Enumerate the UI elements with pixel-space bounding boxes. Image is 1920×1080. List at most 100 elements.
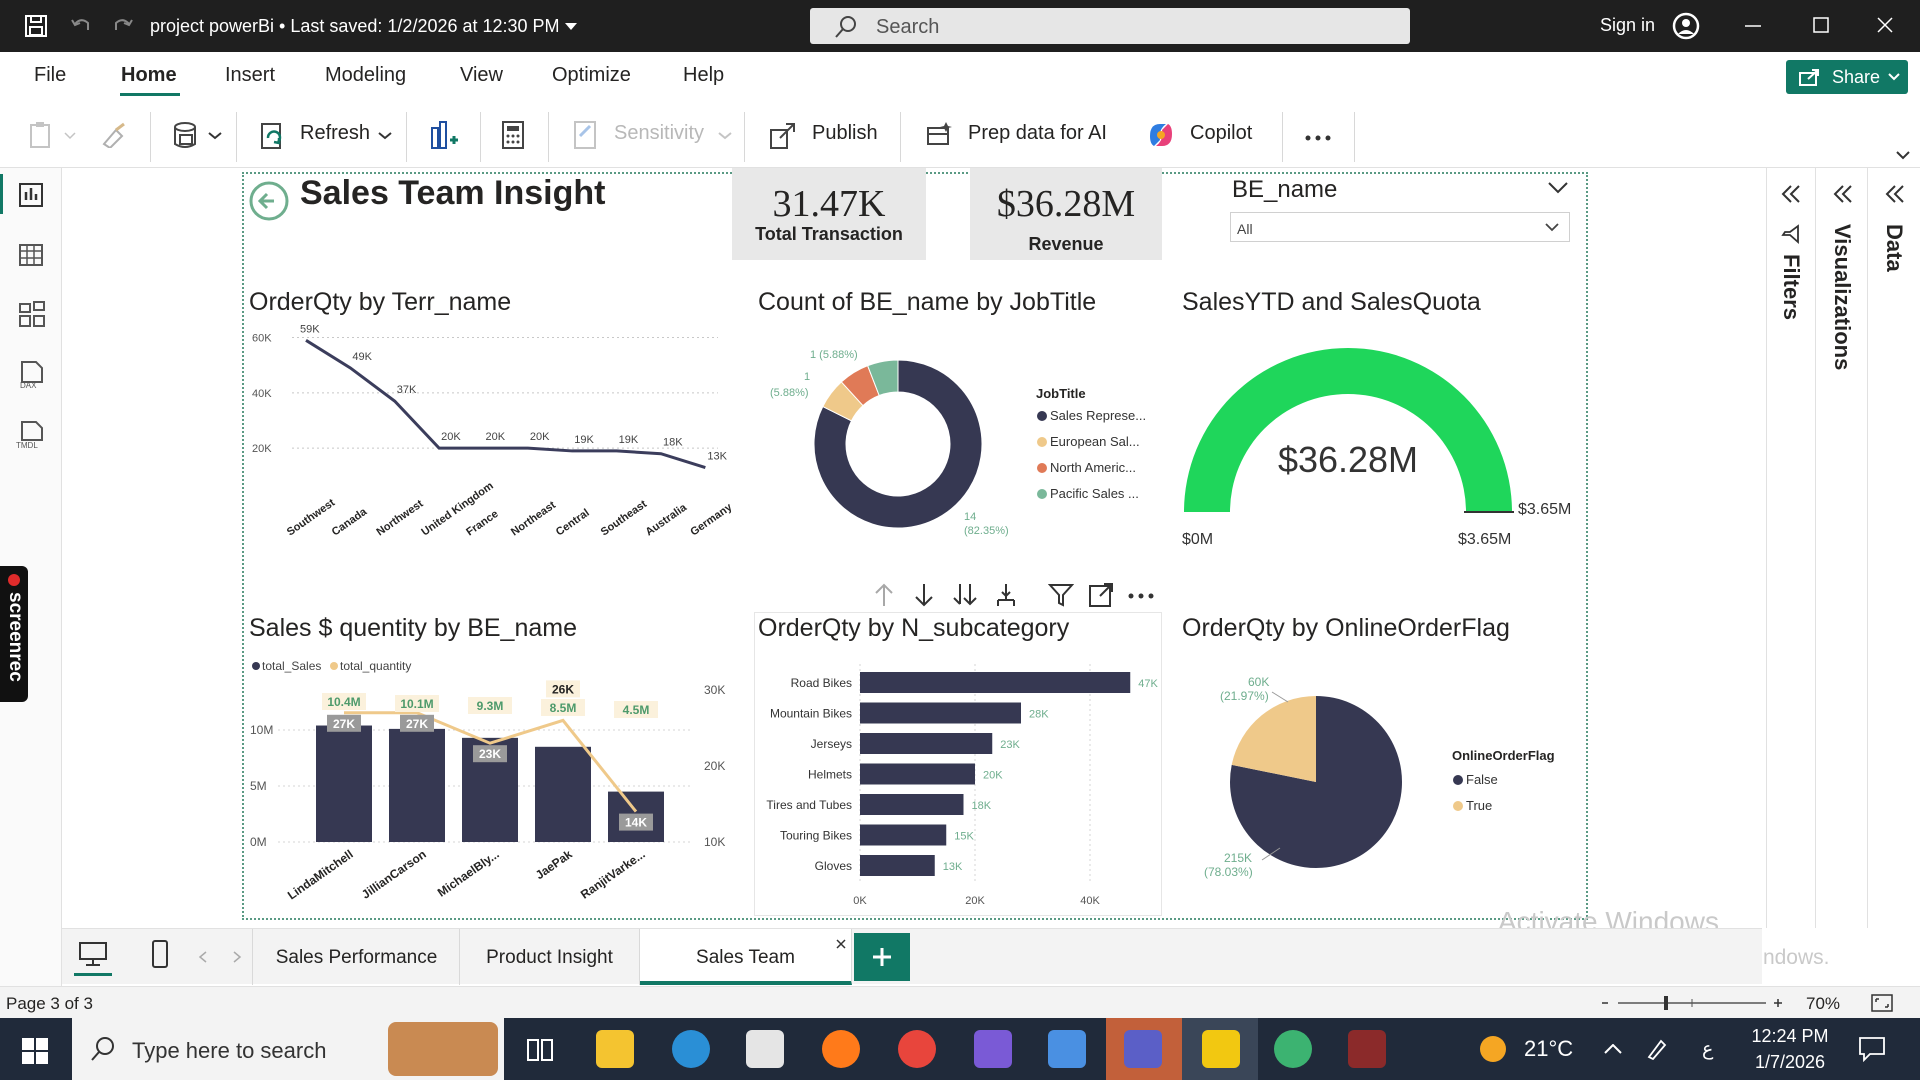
powerbi-app-active[interactable] <box>1182 1018 1258 1080</box>
close-icon[interactable] <box>1876 16 1894 34</box>
chevron-up-icon[interactable] <box>1604 1044 1622 1054</box>
copilot-icon[interactable] <box>1146 120 1176 150</box>
tab-insert[interactable]: Insert <box>225 64 276 86</box>
signin-button[interactable]: Sign in <box>1600 15 1656 35</box>
chrome-icon[interactable] <box>898 1030 936 1068</box>
more-options-icon[interactable] <box>1304 134 1332 142</box>
chevron-down-icon[interactable] <box>64 132 76 140</box>
collapse-ribbon-icon[interactable] <box>1896 150 1910 160</box>
calculator-icon[interactable] <box>500 120 526 150</box>
prep-data-icon[interactable] <box>926 120 954 148</box>
combo-chart-sales-quantity[interactable]: total_Sales total_quantity 10M 5M 0M 30K 20K 10… <box>248 650 732 920</box>
visualizations-pane-tab[interactable]: Visualizations <box>1830 224 1855 371</box>
chevron-down-icon[interactable] <box>208 132 222 140</box>
arrow-down-icon[interactable] <box>912 582 936 608</box>
taskbar-search[interactable]: Type here to search <box>72 1018 504 1080</box>
edge-browser-icon[interactable] <box>672 1030 710 1068</box>
maximize-icon[interactable] <box>1812 16 1830 34</box>
desktop-layout-icon[interactable] <box>78 941 108 967</box>
expand-pane-icon[interactable] <box>1833 184 1853 204</box>
account-icon[interactable] <box>1672 12 1700 40</box>
network-app-icon[interactable] <box>1274 1030 1312 1068</box>
data-pane-tab[interactable]: Data <box>1882 224 1907 272</box>
get-data-icon[interactable] <box>172 120 202 150</box>
winrar-icon[interactable] <box>1348 1030 1386 1068</box>
page-tab-sales-performance[interactable]: Sales Performance <box>254 929 460 985</box>
pie-chart-onlineorderflag[interactable]: 60K(21.97%) 215K(78.03%) OnlineOrderFlag Fa… <box>1176 650 1576 914</box>
chevron-down-icon[interactable] <box>564 22 578 32</box>
bar-chart-subcategory[interactable]: 0K 20K 40K Road Bikes 47K Mountain Bikes 28K Je… <box>756 650 1160 914</box>
page-title: Sales Team Insight <box>300 174 606 212</box>
expand-pane-icon[interactable] <box>1885 184 1905 204</box>
clock-time[interactable]: 12:24 PM <box>1751 1026 1829 1046</box>
dax-query-icon[interactable]: DAX <box>16 360 46 390</box>
pen-icon[interactable] <box>1646 1038 1668 1060</box>
kpi-total-transaction[interactable]: 31.47K Total Transaction <box>732 168 926 260</box>
tab-view[interactable]: View <box>460 64 503 86</box>
line-chart-orderqty-terr[interactable]: 60K 40K 20K 59K 49K 37K 20K 20K 20K 19K 19K 18K 13K S… <box>248 322 732 566</box>
model-view-icon[interactable] <box>18 300 46 328</box>
filter-icon[interactable] <box>1048 582 1074 608</box>
slicer-dropdown[interactable]: All <box>1230 212 1570 242</box>
minimize-icon[interactable] <box>1744 18 1762 32</box>
scroll-left-icon[interactable] <box>198 951 208 963</box>
report-view-icon[interactable] <box>18 182 44 208</box>
copilot-app-icon[interactable] <box>1048 1030 1086 1068</box>
slicer-be-name[interactable]: BE_name All <box>1230 174 1574 244</box>
refresh-icon[interactable] <box>258 120 288 152</box>
tab-optimize[interactable]: Optimize <box>552 64 631 86</box>
page-tab-sales-team[interactable]: Sales Team <box>640 929 852 985</box>
chevron-down-icon[interactable] <box>1548 182 1568 194</box>
microsoft-store-icon[interactable] <box>746 1030 784 1068</box>
filters-pane-tab[interactable]: Filters <box>1779 254 1804 321</box>
table-view-icon[interactable] <box>18 242 44 268</box>
back-arrow-icon[interactable] <box>248 180 290 222</box>
zoom-slider[interactable] <box>1600 995 1782 1011</box>
double-arrow-down-icon[interactable] <box>952 582 978 608</box>
page-tab-product-insight[interactable]: Product Insight <box>460 929 640 985</box>
task-view-icon[interactable] <box>526 1038 554 1062</box>
publish-icon[interactable] <box>768 120 798 150</box>
firefox-icon[interactable] <box>822 1030 860 1068</box>
undo-icon[interactable] <box>70 14 92 36</box>
weather-icon[interactable] <box>1478 1034 1508 1064</box>
prep-data-ai-button[interactable]: Prep data for AI <box>968 122 1107 144</box>
donut-chart-jobtitle[interactable]: 1 (5.88%)1 (5.88%) 14 (82.35%) JobTitle Sales… <box>760 322 1160 566</box>
paste-icon[interactable] <box>28 120 54 150</box>
arrow-up-icon[interactable] <box>872 582 896 608</box>
windows-start-icon[interactable] <box>22 1038 48 1064</box>
refresh-button[interactable]: Refresh <box>300 122 371 144</box>
save-icon[interactable] <box>24 14 48 38</box>
redo-icon[interactable] <box>112 14 134 36</box>
tab-home[interactable]: Home <box>121 64 177 86</box>
screenrec-badge[interactable]: screenrec <box>0 566 28 702</box>
file-explorer-icon[interactable] <box>596 1030 634 1068</box>
format-painter-icon[interactable] <box>100 122 128 148</box>
tab-help[interactable]: Help <box>683 64 725 86</box>
kpi-revenue[interactable]: $36.28M Revenue <box>970 168 1162 260</box>
add-page-button[interactable] <box>854 933 910 981</box>
tab-modeling[interactable]: Modeling <box>325 64 407 86</box>
scroll-right-icon[interactable] <box>232 951 242 963</box>
gauge-chart-sales[interactable]: $36.28M $0M $3.65M $3.65M <box>1176 322 1576 554</box>
more-options-icon[interactable] <box>1128 592 1154 600</box>
expand-hierarchy-icon[interactable] <box>994 582 1018 608</box>
m365-icon[interactable] <box>974 1030 1012 1068</box>
clock-date[interactable]: 1/7/2026 <box>1754 1052 1826 1072</box>
search-input[interactable]: Search <box>810 8 1410 44</box>
publish-button[interactable]: Publish <box>812 122 878 144</box>
close-tab-icon[interactable] <box>836 939 846 949</box>
teams-app-active[interactable] <box>1106 1018 1182 1080</box>
input-language[interactable]: ع <box>1702 1039 1714 1060</box>
focus-mode-icon[interactable] <box>1088 582 1114 608</box>
tab-file[interactable]: File <box>34 64 67 86</box>
share-button[interactable]: Share <box>1786 60 1908 94</box>
mobile-layout-icon[interactable] <box>150 939 170 969</box>
copilot-button[interactable]: Copilot <box>1190 122 1253 144</box>
expand-pane-icon[interactable] <box>1781 184 1801 204</box>
chevron-down-icon[interactable] <box>378 132 392 140</box>
tmdl-view-icon[interactable]: TMDL <box>14 420 48 450</box>
new-visual-icon[interactable] <box>428 120 460 152</box>
notifications-icon[interactable] <box>1858 1036 1886 1062</box>
fit-to-page-icon[interactable] <box>1870 993 1894 1013</box>
